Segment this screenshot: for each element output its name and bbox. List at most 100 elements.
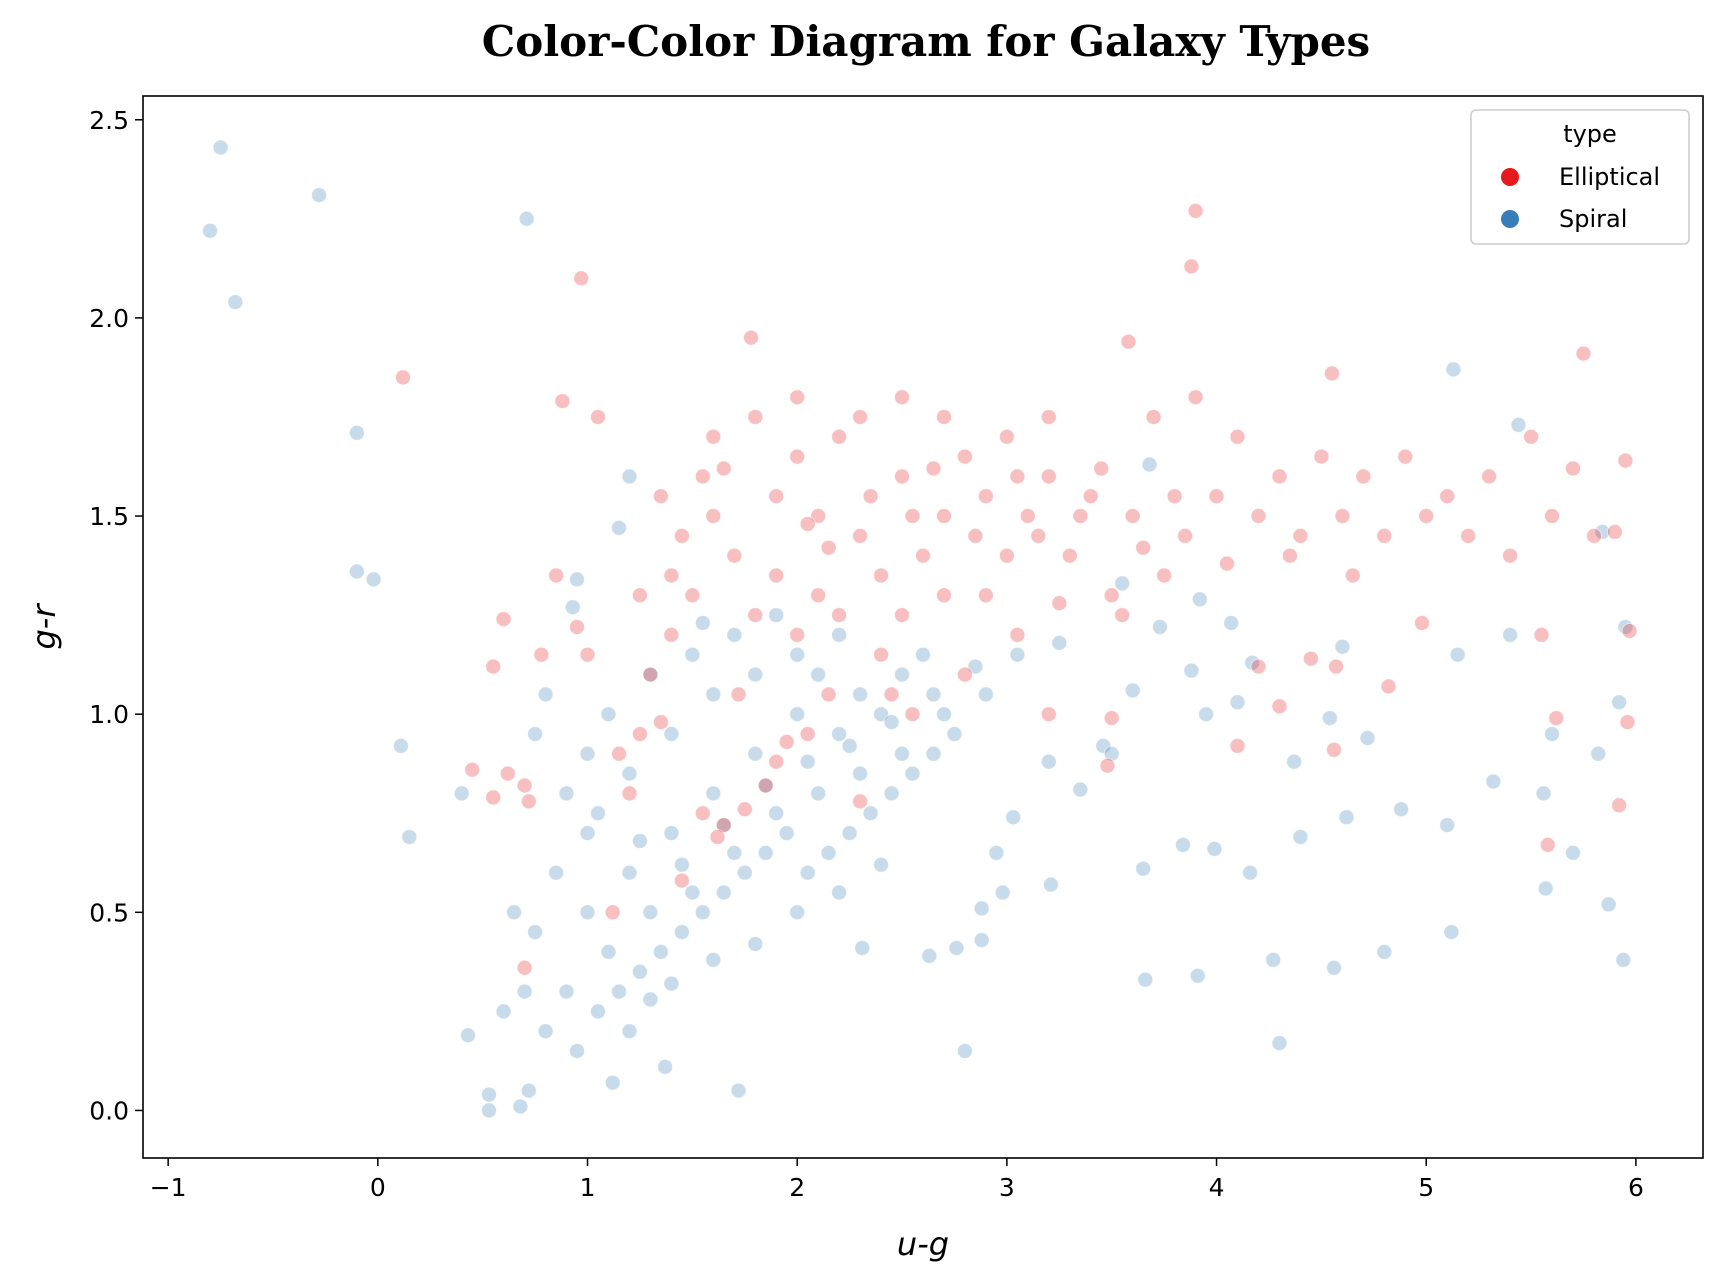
point-elliptical-24 xyxy=(642,666,659,683)
point-spiral-108 xyxy=(1321,710,1338,727)
point-elliptical-6 xyxy=(1019,508,1036,524)
point-elliptical-70 xyxy=(743,329,760,346)
x-tick-label-6: 5 xyxy=(1418,1173,1434,1202)
point-spiral-9 xyxy=(600,943,617,960)
point-spiral-135 xyxy=(1223,615,1240,631)
point-spiral-46 xyxy=(548,864,565,881)
point-spiral-133 xyxy=(1151,619,1168,635)
point-elliptical-36 xyxy=(894,389,910,406)
point-spiral-32 xyxy=(673,924,690,941)
point-spiral-105 xyxy=(1502,626,1519,643)
point-spiral-6 xyxy=(831,726,848,742)
point-spiral-55 xyxy=(852,686,869,703)
point-spiral-101 xyxy=(1565,844,1581,861)
point-elliptical-42 xyxy=(1250,508,1267,524)
y-tick-label-1: 0.5 xyxy=(89,898,129,927)
point-elliptical-147 xyxy=(1177,527,1194,544)
point-elliptical-103 xyxy=(1548,710,1565,727)
point-spiral-152 xyxy=(527,726,544,742)
point-spiral-14 xyxy=(810,785,827,802)
point-elliptical-102 xyxy=(1533,626,1550,643)
point-elliptical-112 xyxy=(820,686,837,703)
point-elliptical-21 xyxy=(873,646,890,663)
point-elliptical-100 xyxy=(1380,678,1397,695)
point-elliptical-120 xyxy=(730,686,747,703)
point-spiral-40 xyxy=(841,825,858,842)
y-tick-label-0: 0.0 xyxy=(89,1096,129,1125)
point-elliptical-54 xyxy=(1271,468,1288,485)
point-spiral-88 xyxy=(1265,951,1282,968)
point-elliptical-91 xyxy=(604,904,621,921)
point-spiral-42 xyxy=(883,785,900,802)
point-elliptical-123 xyxy=(1009,626,1026,643)
point-elliptical-53 xyxy=(1229,428,1246,445)
point-spiral-103 xyxy=(1544,726,1560,742)
point-elliptical-121 xyxy=(883,686,900,703)
legend: type Elliptical Spiral xyxy=(1470,109,1690,245)
point-spiral-78 xyxy=(1445,361,1462,378)
point-elliptical-104 xyxy=(1539,836,1556,853)
point-spiral-102 xyxy=(1590,745,1607,762)
point-spiral-156 xyxy=(673,856,690,873)
point-elliptical-58 xyxy=(1439,488,1456,505)
point-spiral-127 xyxy=(621,468,638,485)
point-elliptical-60 xyxy=(1523,428,1540,445)
point-elliptical-10 xyxy=(831,428,848,445)
point-elliptical-15 xyxy=(1040,468,1057,485)
point-spiral-93 xyxy=(1206,840,1223,857)
point-spiral-143 xyxy=(705,951,722,968)
point-elliptical-14 xyxy=(998,547,1015,564)
point-spiral-128 xyxy=(611,519,627,536)
point-spiral-164 xyxy=(1009,646,1026,663)
point-elliptical-20 xyxy=(831,607,848,624)
point-spiral-126 xyxy=(694,615,711,631)
point-elliptical-33 xyxy=(747,409,764,425)
point-elliptical-124 xyxy=(1051,595,1068,612)
point-spiral-57 xyxy=(915,646,931,663)
point-spiral-59 xyxy=(202,222,219,239)
point-spiral-82 xyxy=(1600,896,1617,913)
point-elliptical-101 xyxy=(1414,615,1430,631)
point-spiral-13 xyxy=(768,805,785,822)
point-spiral-26 xyxy=(537,1023,554,1040)
point-spiral-24 xyxy=(789,646,806,663)
point-elliptical-30 xyxy=(1061,547,1078,564)
point-elliptical-8 xyxy=(705,508,722,524)
point-spiral-154 xyxy=(590,805,606,822)
point-elliptical-46 xyxy=(1418,508,1435,524)
point-spiral-89 xyxy=(1189,967,1206,984)
point-spiral-114 xyxy=(1072,781,1089,798)
point-spiral-36 xyxy=(757,844,774,861)
point-elliptical-96 xyxy=(1229,737,1246,754)
point-elliptical-22 xyxy=(684,587,701,604)
point-spiral-87 xyxy=(1326,959,1342,976)
point-spiral-63 xyxy=(348,424,365,441)
point-elliptical-28 xyxy=(936,587,952,604)
point-elliptical-59 xyxy=(1481,468,1498,485)
point-elliptical-98 xyxy=(1099,757,1116,774)
point-elliptical-72 xyxy=(1575,345,1592,362)
point-spiral-61 xyxy=(227,294,244,311)
point-spiral-58 xyxy=(212,139,229,156)
point-elliptical-4 xyxy=(936,508,952,524)
point-spiral-43 xyxy=(904,765,921,782)
point-spiral-19 xyxy=(579,825,596,842)
point-elliptical-125 xyxy=(1114,607,1131,624)
point-spiral-148 xyxy=(527,924,544,941)
point-spiral-149 xyxy=(516,983,533,1000)
point-elliptical-92 xyxy=(516,959,533,976)
point-spiral-118 xyxy=(994,884,1011,901)
point-spiral-77 xyxy=(1510,416,1527,433)
point-spiral-100 xyxy=(1535,785,1552,802)
point-spiral-8 xyxy=(558,983,575,1000)
point-spiral-75 xyxy=(956,1043,973,1059)
point-spiral-22 xyxy=(705,686,722,703)
point-elliptical-135 xyxy=(631,587,648,604)
point-spiral-129 xyxy=(569,571,585,588)
point-spiral-151 xyxy=(495,1003,512,1020)
point-elliptical-99 xyxy=(1326,741,1342,758)
point-spiral-141 xyxy=(642,991,659,1008)
x-tick-label-1: 0 xyxy=(370,1173,386,1202)
x-axis: −1 0 1 2 3 4 5 6 xyxy=(150,1158,1644,1202)
